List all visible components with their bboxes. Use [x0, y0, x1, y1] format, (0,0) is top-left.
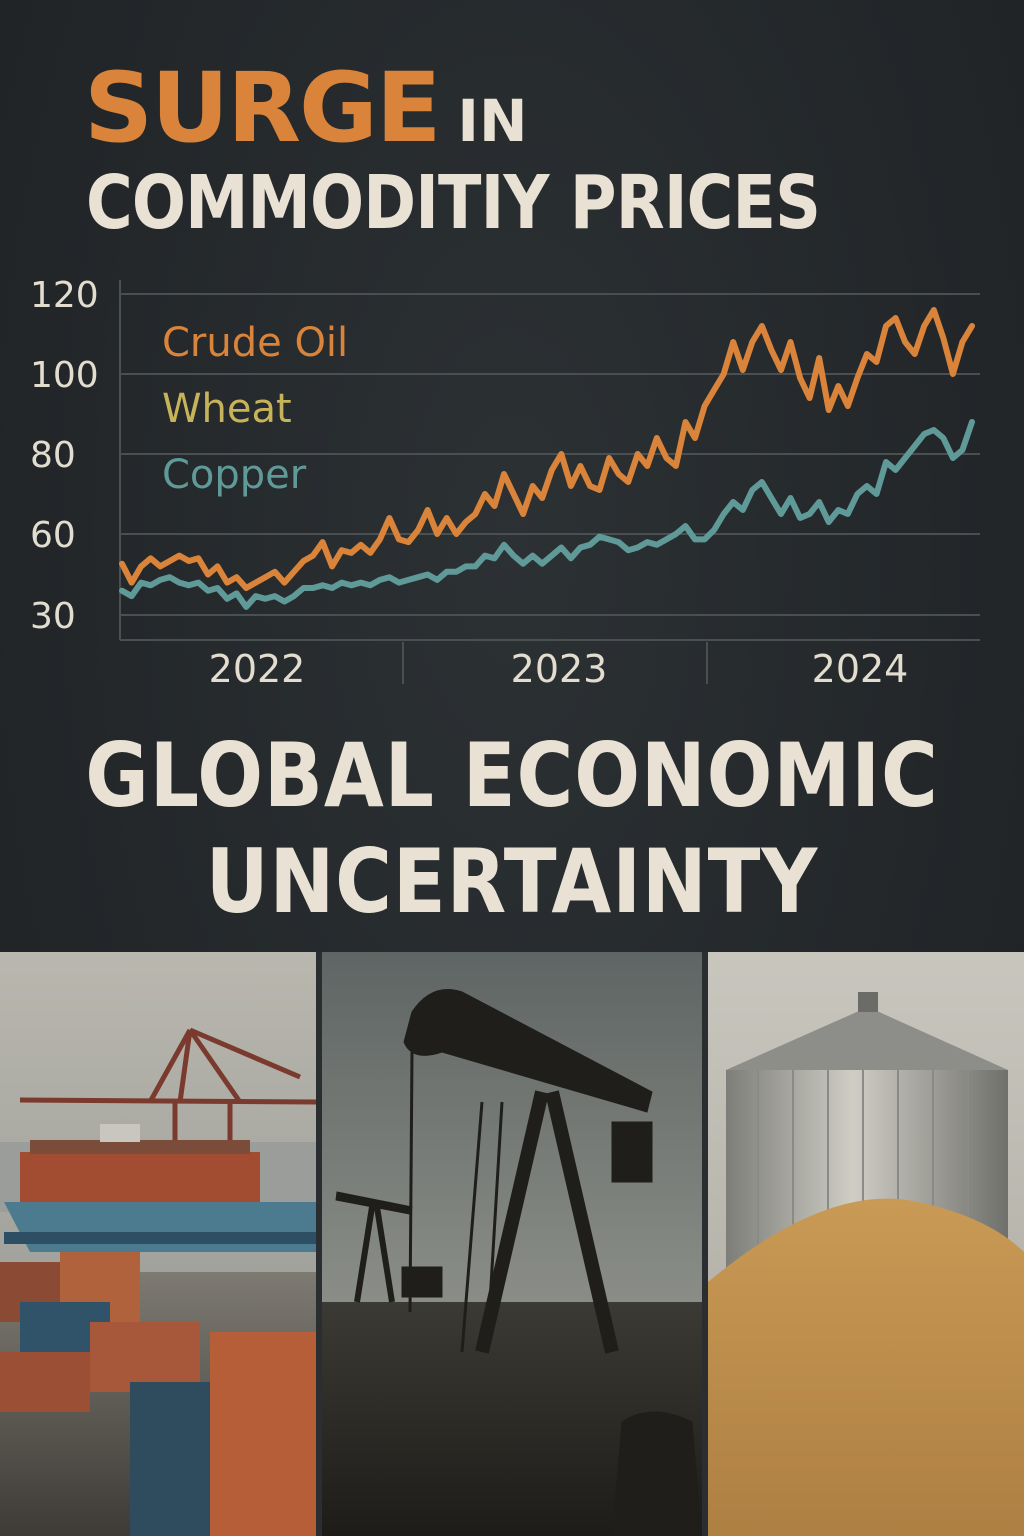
photo-divider	[316, 952, 322, 1536]
x-tick-label: 2022	[209, 647, 306, 691]
headline-connector: IN	[457, 87, 528, 155]
chart-legend: Crude Oil Wheat Copper	[162, 320, 348, 498]
chart-grid	[119, 280, 980, 640]
legend-item-crude-oil: Crude Oil	[162, 320, 348, 366]
photo-divider	[702, 952, 708, 1536]
grain-silo-photo	[708, 952, 1024, 1536]
y-axis-ticks: 120 100 80 60 30	[30, 275, 99, 637]
headline-accent: SURGE	[84, 52, 441, 164]
y-tick-label: 100	[30, 355, 99, 396]
y-tick-label: 30	[30, 596, 76, 637]
series-line-crude-oil	[119, 307, 975, 591]
oil-pumpjack-photo	[322, 952, 702, 1536]
shipping-port-photo	[0, 952, 316, 1536]
y-tick-label: 120	[30, 275, 99, 316]
chart-series	[119, 307, 975, 610]
x-tick-label: 2024	[812, 647, 909, 691]
legend-item-wheat: Wheat	[162, 386, 292, 432]
headline-line1: SURGE IN	[84, 52, 528, 164]
series-line-copper	[119, 419, 975, 610]
headline-line2: COMMODITIY PRICES	[86, 160, 821, 246]
grain-silo-icon	[708, 952, 1024, 1536]
subtitle-line2: UNCERTAINTY	[205, 830, 819, 933]
photo-strip	[0, 952, 1024, 1536]
x-axis: 2022 2023 2024	[120, 639, 980, 691]
legend-item-copper: Copper	[162, 452, 307, 498]
subtitle-line1: GLOBAL ECONOMIC	[85, 724, 939, 827]
shipping-port-icon	[0, 952, 316, 1536]
x-tick-label: 2023	[511, 647, 608, 691]
line-chart: 120 100 80 60 30 2022 2023 2024 Crude Oil Wheat…	[30, 275, 980, 691]
y-tick-label: 80	[30, 435, 76, 476]
y-tick-label: 60	[30, 515, 76, 556]
oil-pumpjack-icon	[322, 952, 702, 1536]
